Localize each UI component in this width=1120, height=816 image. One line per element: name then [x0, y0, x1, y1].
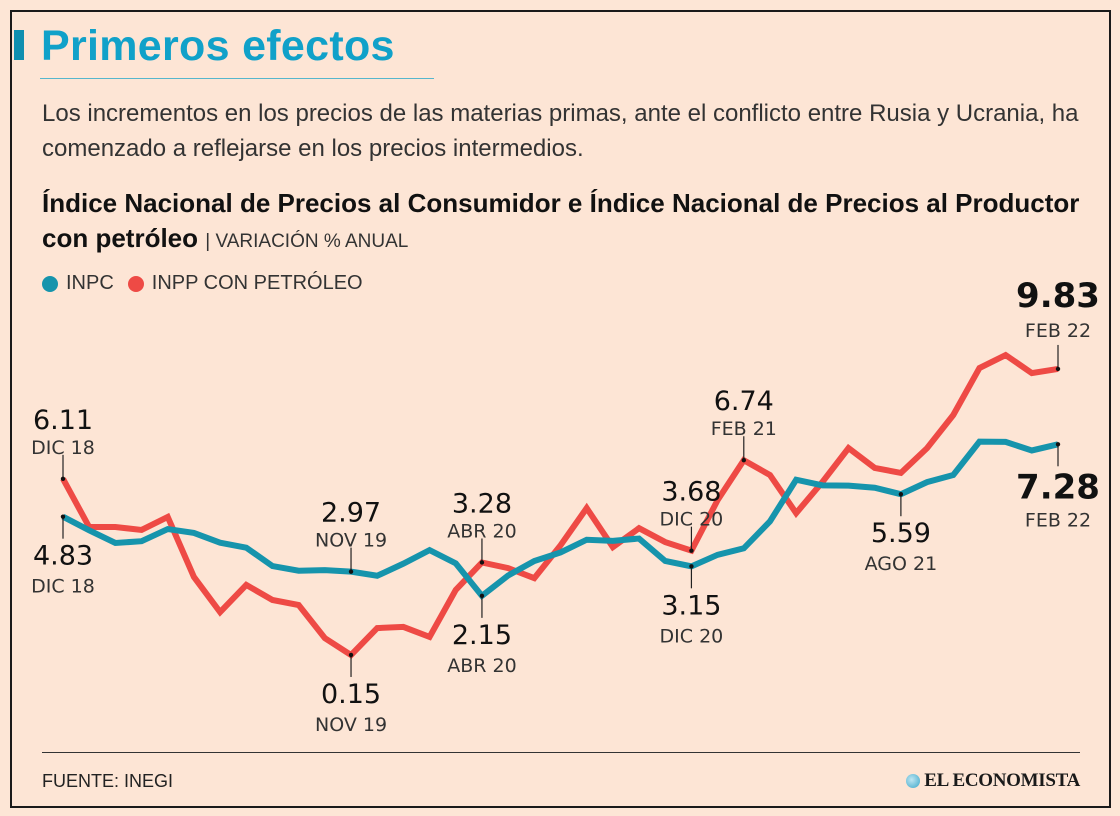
annotation: 9.83 FEB 22 — [1016, 276, 1100, 372]
annotation-value: 6.11 — [33, 405, 93, 436]
annotation-value: 3.15 — [661, 590, 721, 621]
legend-label: INPC — [66, 272, 114, 294]
annotation-date: AGO 21 — [865, 553, 938, 575]
annotation-date: ABR 20 — [447, 520, 516, 542]
annotation-date: FEB 22 — [1025, 509, 1091, 531]
intro-text: Los incrementos en los precios de las ma… — [42, 100, 1079, 162]
annotation-value: 9.83 — [1016, 276, 1100, 316]
legend-item-inpc: INPC — [42, 272, 114, 295]
annotation-date: DIC 18 — [31, 576, 95, 598]
annotation-date: FEB 22 — [1025, 320, 1091, 342]
data-point-marker — [60, 476, 66, 482]
data-point-marker — [479, 593, 485, 599]
annotation: 5.59 AGO 21 — [865, 492, 938, 575]
annotation-date: DIC 18 — [31, 437, 95, 459]
page-title: Primeros efectos — [41, 22, 395, 70]
data-point-marker — [689, 548, 694, 553]
data-point-marker — [60, 514, 66, 519]
data-point-marker — [741, 458, 746, 463]
data-point-marker — [1055, 442, 1061, 447]
annotation: 0.15 NOV 19 — [315, 652, 387, 736]
legend-swatch-inpc — [42, 275, 58, 292]
annotation-date: DIC 20 — [660, 625, 724, 647]
legend-swatch-inpp — [127, 275, 144, 292]
legend-label: INPP CON PETRÓLEO — [151, 272, 363, 294]
annotation-date: DIC 20 — [660, 509, 724, 531]
footer-divider — [42, 752, 1080, 753]
data-point-marker — [1055, 366, 1061, 372]
annotation-value: 3.68 — [661, 477, 721, 508]
annotation: 3.15 DIC 20 — [660, 564, 724, 647]
annotation-value: 0.15 — [321, 679, 381, 710]
annotation-value: 6.74 — [714, 386, 774, 417]
title-accent-bar — [14, 30, 24, 60]
chart-title: Índice Nacional de Precios al Consumidor… — [42, 188, 1080, 253]
annotation-value: 5.59 — [871, 518, 931, 549]
annotation-value: 2.15 — [452, 620, 512, 651]
data-point-marker — [348, 569, 354, 574]
data-point-marker — [689, 564, 694, 569]
logo-text: EL ECONOMISTA — [924, 770, 1080, 791]
chart-unit: VARIACIÓN % ANUAL — [215, 231, 409, 252]
infographic-frame — [10, 10, 1111, 808]
legend-item-inpp: INPP CON PETRÓLEO — [127, 272, 363, 295]
legend: INPC INPP CON PETRÓLEO — [42, 272, 377, 295]
data-point-marker — [479, 560, 485, 565]
title-divider — [40, 78, 434, 79]
series-line-inpp — [60, 351, 1059, 659]
series-line-inpc — [61, 438, 1059, 601]
chart-unit-separator: | — [205, 231, 216, 252]
annotation-value: 2.97 — [321, 498, 381, 529]
annotation-value: 3.28 — [452, 488, 512, 519]
source-note: FUENTE: INEGI — [42, 771, 174, 791]
annotation-date: NOV 19 — [315, 530, 387, 552]
data-point-marker — [348, 652, 354, 658]
el-economista-logo: EL ECONOMISTA — [906, 770, 1080, 792]
annotation-date: NOV 19 — [315, 714, 387, 736]
annotation-date: ABR 20 — [447, 655, 516, 677]
annotation-value: 4.83 — [33, 541, 93, 572]
annotation-date: FEB 21 — [711, 418, 777, 440]
chart-title-block: Índice Nacional de Precios al Consumidor… — [42, 186, 1102, 259]
logo-mark-icon — [906, 774, 921, 788]
annotation-value: 7.28 — [1016, 467, 1100, 507]
data-point-marker — [898, 492, 904, 497]
annotation: 2.15 ABR 20 — [447, 593, 517, 677]
annotation: 4.83 DIC 18 — [31, 514, 95, 598]
